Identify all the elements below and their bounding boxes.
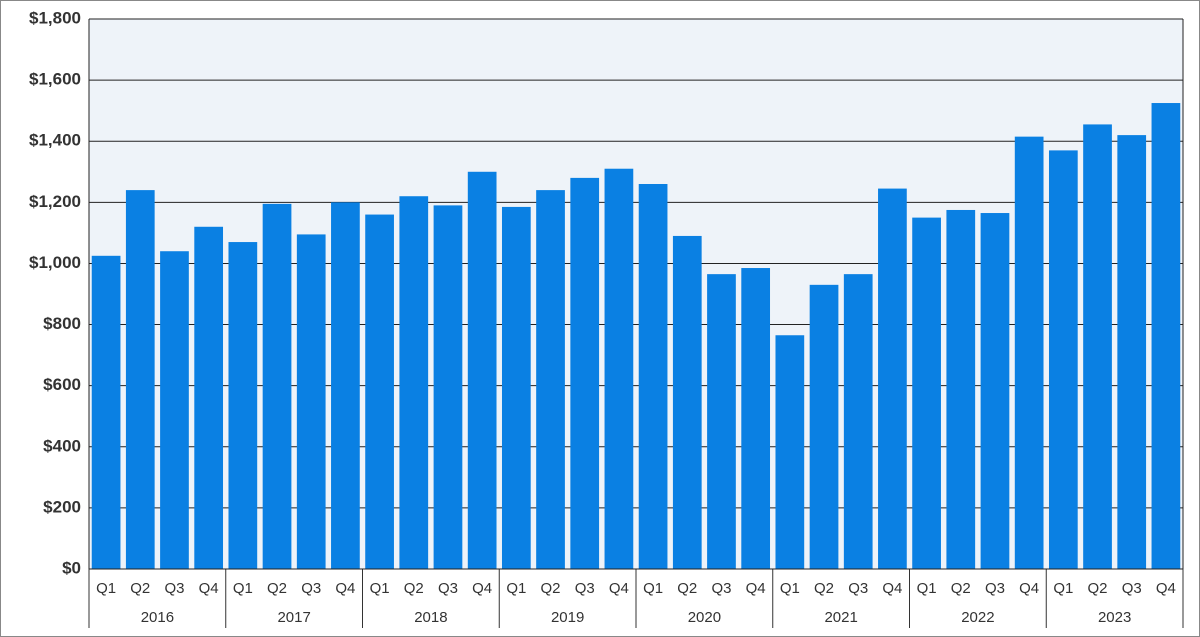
bar — [228, 242, 258, 570]
bar — [399, 196, 429, 569]
bar — [809, 284, 839, 569]
group-label: 2016 — [141, 609, 174, 626]
bar — [741, 268, 771, 569]
bar — [536, 190, 565, 569]
x-tick-label: Q2 — [541, 580, 561, 597]
group-label: 2021 — [824, 609, 857, 626]
bar — [1083, 124, 1112, 570]
x-tick-label: Q4 — [882, 580, 902, 597]
x-tick-label: Q2 — [130, 580, 150, 597]
bar — [262, 203, 292, 569]
x-tick-label: Q1 — [96, 580, 116, 597]
x-tick-label: Q2 — [267, 580, 287, 597]
y-tick-label: $1,800 — [29, 8, 81, 27]
bar — [980, 213, 1010, 569]
group-label: 2022 — [961, 609, 994, 626]
bar — [1014, 136, 1044, 569]
x-tick-label: Q4 — [335, 580, 355, 597]
bar — [125, 190, 155, 569]
bar — [843, 274, 873, 569]
bar — [194, 226, 224, 569]
x-tick-label: Q2 — [404, 580, 424, 597]
bar — [365, 214, 394, 570]
bar — [1117, 135, 1147, 569]
x-tick-label: Q3 — [1122, 580, 1142, 597]
x-tick-label: Q3 — [711, 580, 731, 597]
bar — [878, 188, 907, 570]
bar — [160, 251, 189, 569]
x-tick-label: Q4 — [746, 580, 766, 597]
x-tick-label: Q1 — [917, 580, 937, 597]
y-tick-label: $400 — [43, 436, 81, 455]
x-tick-label: Q3 — [301, 580, 321, 597]
group-label: 2019 — [551, 609, 584, 626]
bar — [467, 171, 497, 569]
bar — [433, 205, 463, 569]
x-tick-label: Q2 — [677, 580, 697, 597]
bar — [570, 177, 600, 569]
bar — [707, 274, 736, 569]
bar — [638, 184, 668, 569]
bar — [946, 209, 976, 569]
bar — [331, 202, 360, 570]
y-tick-label: $1,600 — [29, 70, 81, 89]
x-tick-label: Q3 — [985, 580, 1005, 597]
x-tick-label: Q3 — [164, 580, 184, 597]
x-tick-label: Q2 — [814, 580, 834, 597]
x-tick-label: Q4 — [1019, 580, 1039, 597]
group-label: 2017 — [277, 609, 310, 626]
x-tick-label: Q1 — [780, 580, 800, 597]
group-label: 2018 — [414, 609, 447, 626]
y-tick-label: $1,000 — [29, 253, 81, 272]
bar — [501, 206, 531, 569]
y-tick-label: $0 — [62, 558, 81, 577]
x-tick-label: Q1 — [506, 580, 526, 597]
x-tick-label: Q4 — [472, 580, 492, 597]
x-tick-label: Q3 — [438, 580, 458, 597]
bar — [604, 168, 634, 569]
x-tick-label: Q1 — [643, 580, 663, 597]
x-tick-label: Q4 — [1156, 580, 1176, 597]
bar — [912, 217, 941, 569]
group-label: 2020 — [688, 609, 721, 626]
x-tick-label: Q1 — [370, 580, 390, 597]
x-tick-label: Q2 — [1088, 580, 1108, 597]
x-tick-label: Q1 — [233, 580, 253, 597]
x-tick-label: Q3 — [575, 580, 595, 597]
x-tick-label: Q4 — [199, 580, 219, 597]
y-tick-label: $800 — [43, 314, 81, 333]
x-tick-label: Q4 — [609, 580, 629, 597]
bar — [775, 335, 805, 569]
y-tick-label: $200 — [43, 497, 81, 516]
x-tick-label: Q2 — [951, 580, 971, 597]
group-label: 2023 — [1098, 609, 1131, 626]
bar — [1151, 103, 1181, 570]
y-tick-label: $1,400 — [29, 131, 81, 150]
bar — [672, 235, 702, 569]
x-tick-label: Q3 — [848, 580, 868, 597]
y-tick-label: $1,200 — [29, 192, 81, 211]
x-tick-label: Q1 — [1053, 580, 1073, 597]
y-tick-label: $600 — [43, 375, 81, 394]
bar — [91, 255, 121, 570]
bar — [1048, 150, 1078, 569]
bar — [296, 234, 326, 569]
